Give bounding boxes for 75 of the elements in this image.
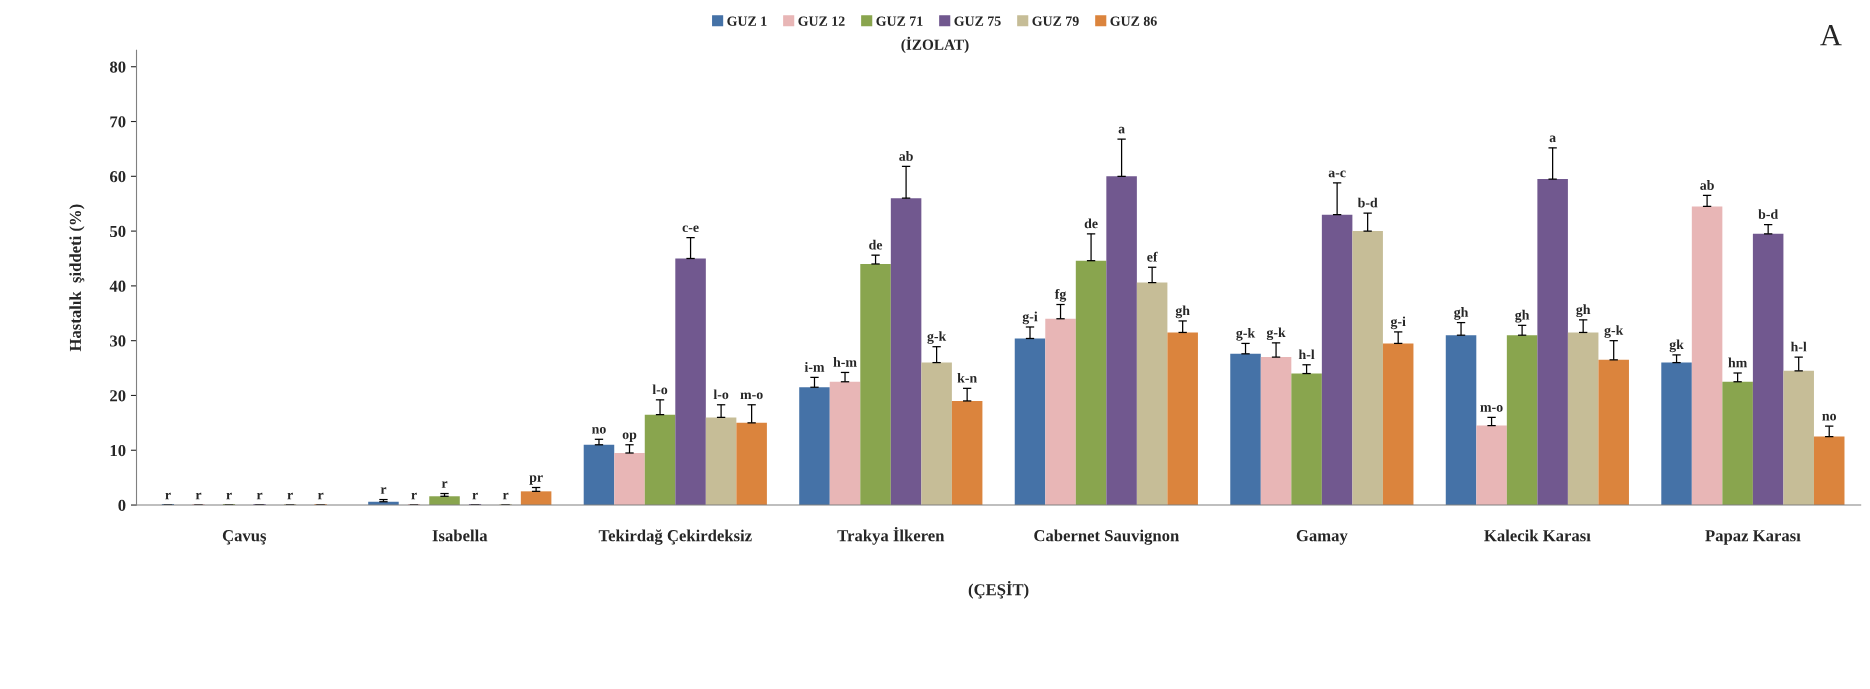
data-label: a [1118, 126, 1125, 134]
data-label: g-i [1390, 316, 1406, 330]
x-tick-label: Tekirdağ Çekirdeksiz [598, 529, 752, 545]
data-label: r [287, 492, 293, 500]
x-tick-label: Gamay [1296, 530, 1348, 545]
data-label: r [380, 487, 387, 494]
data-label: gh [1576, 304, 1591, 318]
data-label: g-k [927, 331, 947, 344]
y-tick-label: 10 [110, 444, 126, 457]
data-label: r [226, 492, 232, 500]
data-label: g-i [1022, 311, 1038, 325]
data-label: r [502, 492, 509, 500]
data-label: r [195, 492, 202, 500]
x-tick-label: Trakya İlkeren [837, 526, 945, 545]
x-tick-label: Isabella [432, 529, 488, 542]
data-label: l-o [652, 384, 668, 395]
data-label: gk [1669, 339, 1684, 353]
data-label: r [472, 492, 478, 500]
y-tick-label: 80 [109, 61, 126, 73]
y-axis-title: Hastalık şiddeti (%) [69, 204, 85, 352]
data-label: l-o [713, 389, 729, 400]
x-tick-label: Cabernet Sauvignon [1034, 529, 1180, 545]
data-label: b-d [1758, 209, 1779, 219]
data-label: gh [1454, 307, 1469, 320]
y-tick-label: 50 [110, 225, 126, 238]
data-label: no [1822, 413, 1837, 421]
legend-label: GUZ 71 [876, 16, 923, 26]
data-label: h-l [1298, 349, 1315, 360]
data-label: de [869, 239, 883, 250]
y-tick-label: 20 [110, 390, 126, 402]
y-tick-label: 30 [110, 335, 126, 347]
data-label: fg [1054, 288, 1067, 302]
data-label: gh [1175, 305, 1190, 319]
data-label: op [622, 432, 637, 442]
y-tick-label: 0 [118, 499, 126, 511]
legend-label: GUZ 75 [954, 16, 1001, 26]
text: A [1820, 25, 1842, 46]
data-label: r [256, 492, 263, 500]
x-tick-label: Papaz Karası [1705, 530, 1801, 545]
x-axis-title: (ÇEŞİT) [968, 580, 1029, 599]
data-label: m-o [1480, 405, 1503, 412]
data-label: h-m [833, 357, 857, 367]
data-label: r [165, 492, 171, 500]
x-tick-label: Kalecik Karası [1484, 529, 1591, 542]
y-tick-label: 70 [110, 116, 126, 128]
data-label: r [317, 492, 324, 500]
data-label: m-o [740, 392, 763, 400]
data-label: h-l [1790, 341, 1807, 352]
data-label: r [411, 492, 417, 500]
data-label: g-k [1236, 327, 1256, 341]
legend-label: GUZ 1 [727, 16, 767, 26]
data-label: de [1084, 218, 1098, 229]
data-label: no [592, 427, 606, 434]
legend-label: GUZ 86 [1110, 16, 1157, 26]
data-label: c-e [682, 225, 699, 233]
data-label: gh [1515, 309, 1530, 323]
data-label: r [441, 481, 448, 488]
data-label: g-k [1604, 325, 1624, 338]
legend-label: GUZ 79 [1032, 16, 1079, 26]
data-label: g-k [1266, 327, 1286, 341]
data-label: a-c [1328, 170, 1346, 178]
data-label: i-m [804, 362, 825, 372]
legend-title: (İZOLAT) [901, 36, 969, 53]
y-tick-label: 60 [110, 171, 126, 183]
data-label: ab [1700, 180, 1714, 190]
data-label: pr [529, 475, 543, 485]
data-label: k-n [957, 372, 977, 383]
data-label: hm [1728, 357, 1748, 368]
data-label: b-d [1357, 197, 1378, 208]
x-tick-label: Çavuş [222, 530, 267, 545]
data-label: ef [1147, 251, 1158, 262]
y-tick-label: 40 [109, 280, 126, 292]
legend-label: GUZ 12 [798, 16, 845, 26]
data-label: a [1549, 135, 1556, 143]
data-label: ab [899, 151, 913, 161]
